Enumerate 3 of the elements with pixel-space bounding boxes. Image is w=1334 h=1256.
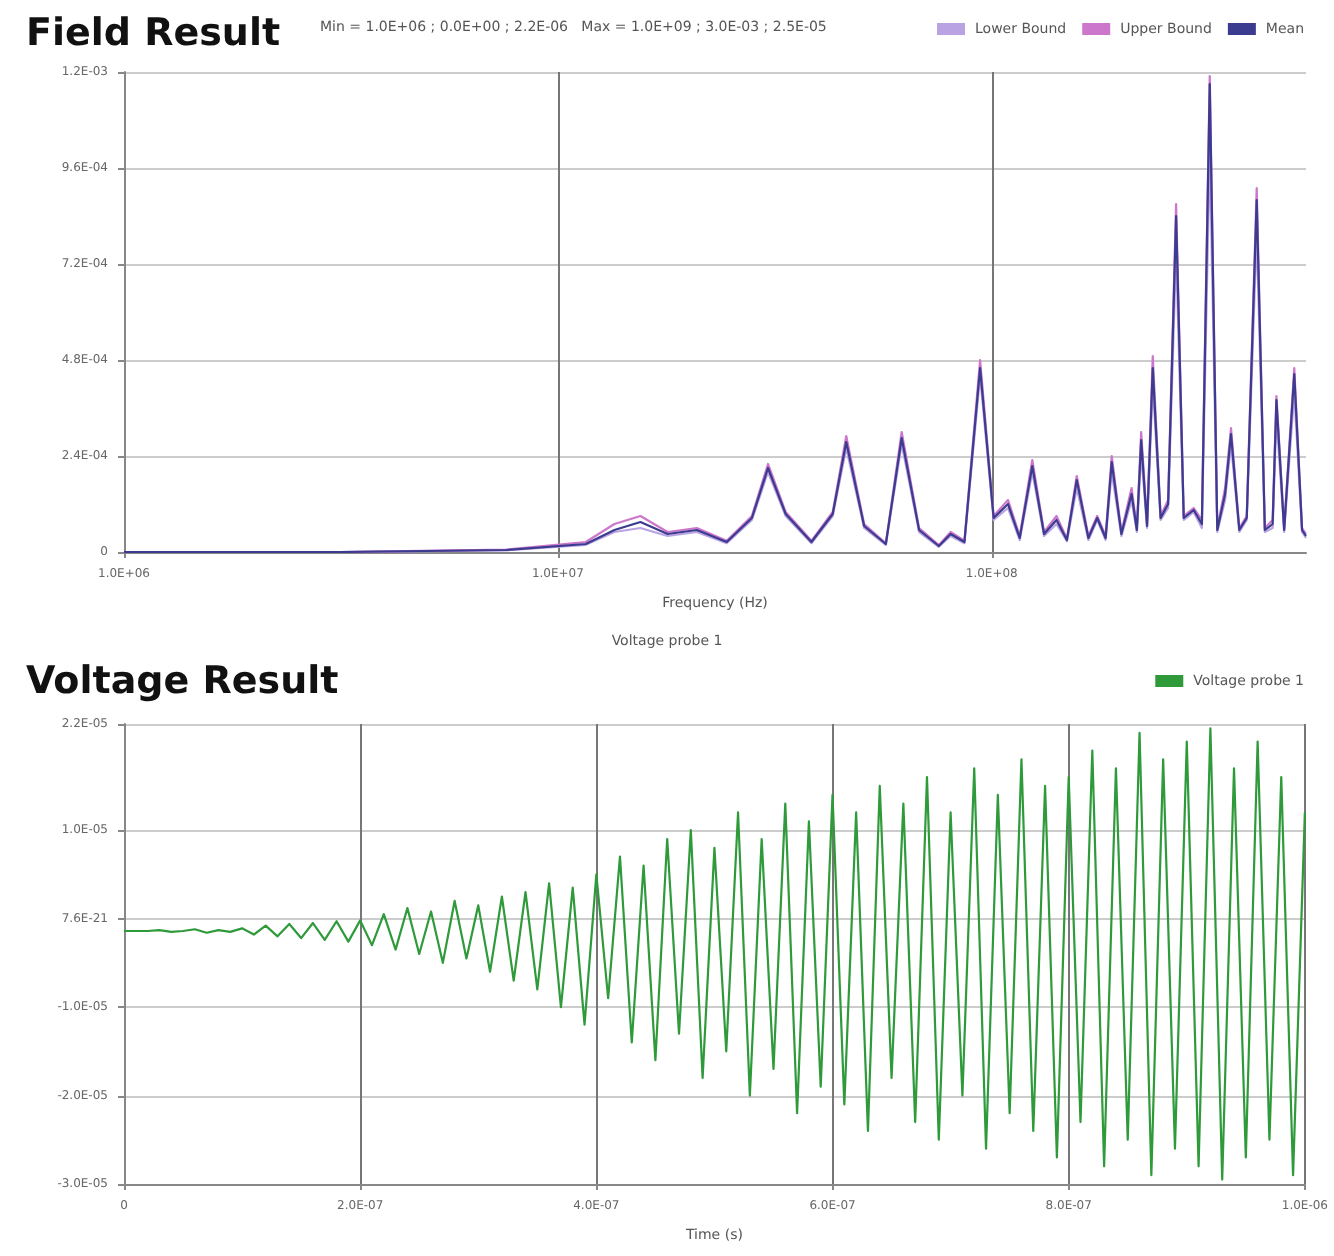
line-series — [122, 727, 1306, 1181]
chart-title: Field Result — [26, 11, 281, 55]
chart-title: Voltage Result — [26, 659, 339, 703]
